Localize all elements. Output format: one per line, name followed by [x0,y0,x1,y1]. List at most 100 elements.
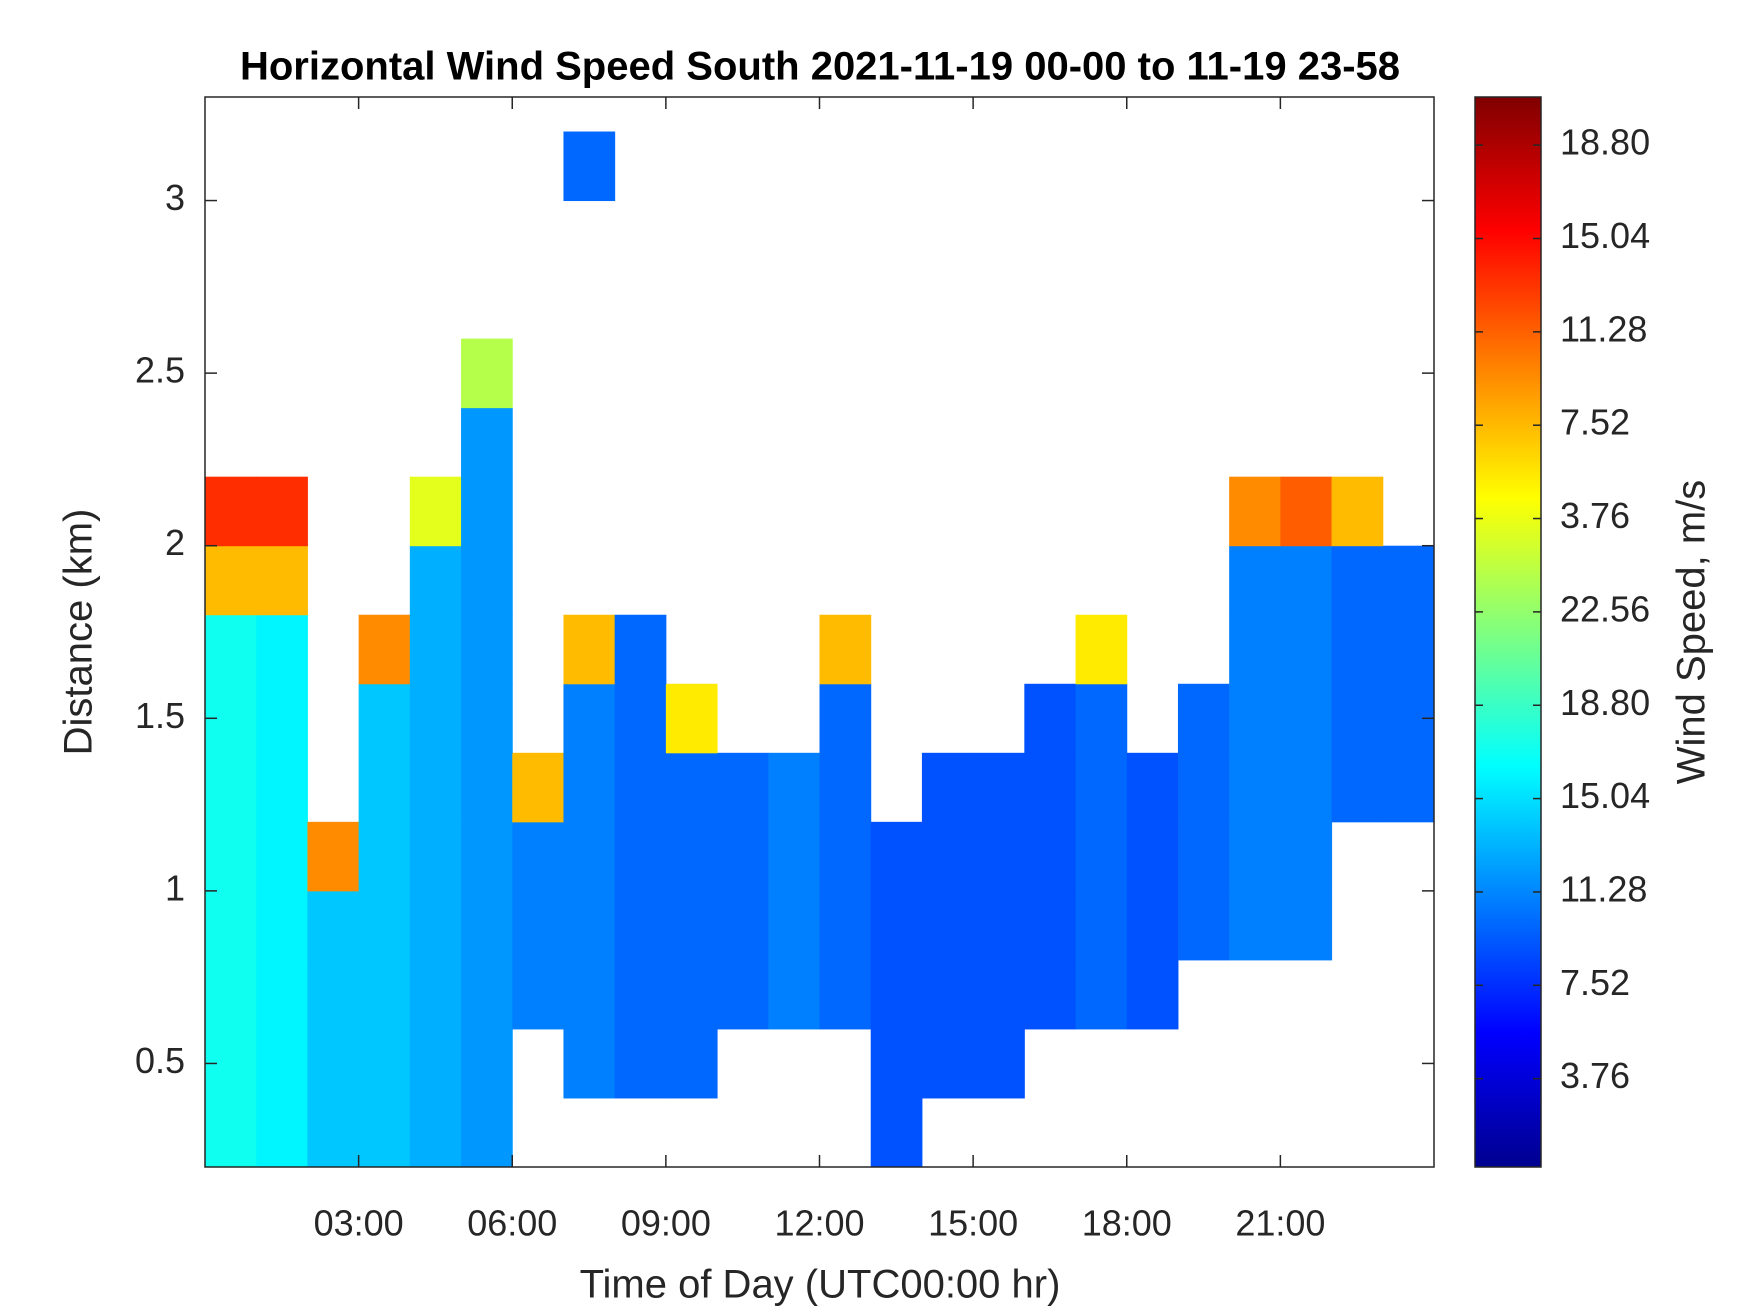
colorbar-tick-label: 15.04 [1560,215,1650,256]
heat-cell [409,752,462,823]
heat-cell [563,890,616,961]
heat-cell [1177,821,1230,892]
colorbar-tick-label: 18.80 [1560,122,1650,163]
heat-cell [409,683,462,754]
colorbar-tick-label: 22.56 [1560,588,1650,629]
x-tick-label: 18:00 [1082,1203,1172,1244]
heat-cell [512,821,564,892]
heatmap [205,131,1435,1168]
heat-cell [461,476,513,547]
heat-cell [768,890,820,961]
heat-cell [1280,476,1333,547]
chart-title: Horizontal Wind Speed South 2021-11-19 0… [240,45,1400,89]
heat-cell [1024,752,1077,823]
heat-cell [409,476,462,547]
heat-cell [461,752,513,823]
heat-cell [409,959,462,1030]
heat-cell [1126,752,1179,823]
heat-cell [717,752,769,823]
heat-cell [1177,683,1230,754]
heat-cell [1126,959,1179,1030]
heat-cell [512,959,564,1030]
heat-cell [614,1028,667,1099]
heat-cell [461,1097,513,1168]
y-tick-label: 1 [165,867,185,908]
heat-cell [409,821,462,892]
heat-cell [205,476,257,547]
heat-cell [563,683,616,754]
heat-cell [665,752,718,823]
heat-cell [665,959,718,1030]
heat-cell [205,752,257,823]
x-tick-label: 06:00 [467,1203,557,1244]
heat-cell [563,131,616,202]
heat-cell [256,683,308,754]
heat-cell [358,959,411,1030]
heat-cell [307,821,360,892]
heat-cell [358,683,411,754]
heat-cell [1280,752,1333,823]
heat-cell [256,821,308,892]
heat-cell [614,614,667,685]
heat-cell [461,407,513,478]
colorbar-tick-label: 7.52 [1560,962,1630,1003]
y-tick-label: 1.5 [135,695,185,736]
heat-cell [461,683,513,754]
heat-cell [1280,545,1333,616]
heat-cell [1331,683,1384,754]
heat-cell [921,959,974,1030]
heat-cell [307,959,360,1030]
heat-cell [819,821,872,892]
colorbar-tick-label: 7.52 [1560,402,1630,443]
colorbar-tick-label: 11.28 [1560,308,1647,349]
heat-cell [1331,545,1384,616]
heat-cell [409,890,462,961]
heat-cell [358,821,411,892]
heat-cell [1331,752,1384,823]
colorbar [1474,96,1542,1168]
heat-cell [409,614,462,685]
heat-cell [1229,476,1281,547]
heat-cell [870,959,923,1030]
heat-cell [614,683,667,754]
heat-cell [205,959,257,1030]
x-tick-label: 21:00 [1235,1203,1325,1244]
x-tick-label: 12:00 [774,1203,864,1244]
heat-cell [256,545,308,616]
heat-cell [1229,752,1281,823]
heat-cell [1126,890,1179,961]
heat-cell [870,1097,923,1168]
heat-cell [409,1028,462,1099]
heat-cell [461,614,513,685]
heat-cell [921,752,974,823]
heat-cell [1024,683,1077,754]
heat-cell [205,821,257,892]
heat-cell [870,890,923,961]
heat-cell [665,821,718,892]
heat-cell [256,1028,308,1099]
heat-cell [1075,890,1128,961]
colorbar-tick-label: 11.28 [1560,868,1647,909]
heat-cell [717,821,769,892]
heat-cell [1382,614,1435,685]
heat-cell [461,821,513,892]
heat-cell [1280,821,1333,892]
heat-cell [819,683,872,754]
heat-cell [1229,683,1281,754]
colorbar-tick-label: 18.80 [1560,682,1650,723]
heat-cell [1229,890,1281,961]
heat-cell [1229,545,1281,616]
heat-cell [205,545,257,616]
heat-cell [1331,476,1384,547]
heat-cell [768,959,820,1030]
heat-cell [870,1028,923,1099]
heat-cell [1126,821,1179,892]
heat-cell [1280,890,1333,961]
heat-cell [768,752,820,823]
heat-cell [1024,821,1077,892]
heat-cell [921,1028,974,1099]
heat-cell [921,821,974,892]
heat-cell [1229,821,1281,892]
heat-cell [1280,683,1333,754]
heat-cell [512,890,564,961]
